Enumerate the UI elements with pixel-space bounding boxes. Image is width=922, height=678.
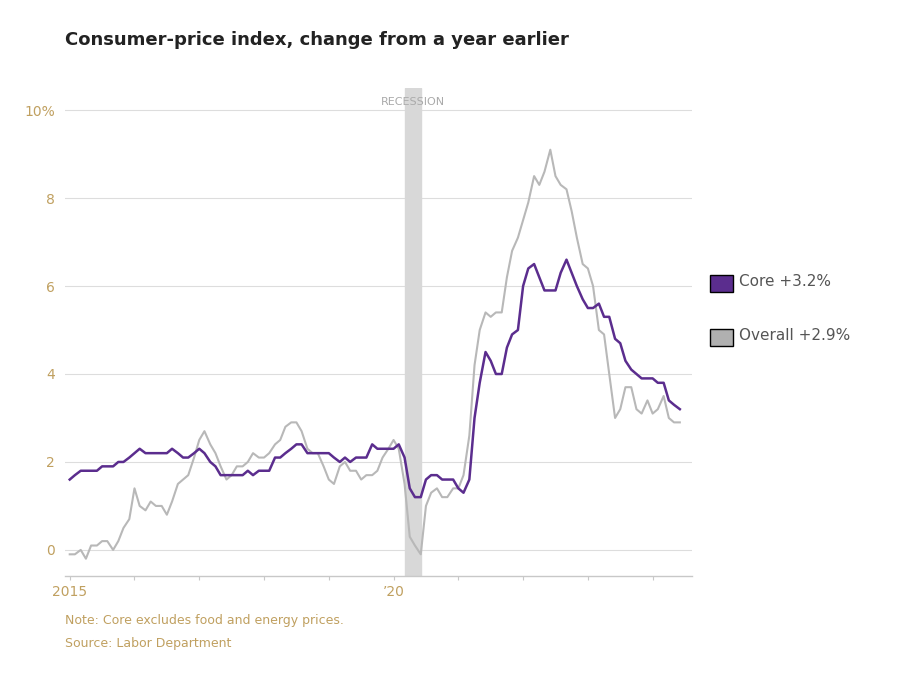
Text: Consumer-price index, change from a year earlier: Consumer-price index, change from a year… — [65, 31, 569, 49]
Text: RECESSION: RECESSION — [381, 96, 444, 106]
Text: Core +3.2%: Core +3.2% — [739, 274, 832, 289]
Bar — [405, 88, 420, 576]
Text: Note: Core excludes food and energy prices.: Note: Core excludes food and energy pric… — [65, 614, 343, 626]
Text: Overall +2.9%: Overall +2.9% — [739, 328, 851, 343]
Text: Source: Labor Department: Source: Labor Department — [65, 637, 230, 650]
